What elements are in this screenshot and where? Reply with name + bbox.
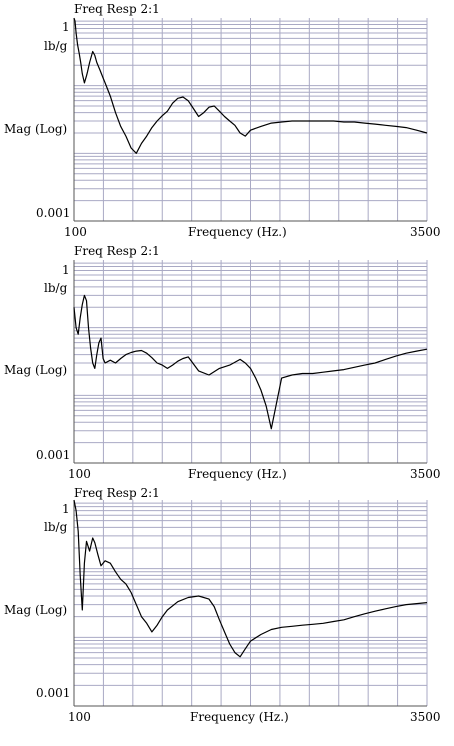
x-axis-label: Frequency (Hz.) <box>188 467 287 481</box>
y-top-tick-label: 1 <box>62 502 70 516</box>
x-max-tick-label: 3500 <box>410 225 441 239</box>
x-min-tick-label: 100 <box>68 710 91 724</box>
chart-plot <box>73 17 428 222</box>
chart-panel-2: Freq Resp 2:1 1 lb/g Mag (Log) 0.001 100… <box>0 244 454 488</box>
x-max-tick-label: 3500 <box>410 710 441 724</box>
chart-title: Freq Resp 2:1 <box>74 244 160 258</box>
y-unit-label: lb/g <box>44 281 68 295</box>
x-axis-label: Frequency (Hz.) <box>190 710 289 724</box>
chart-panel-3: Freq Resp 2:1 1 lb/g Mag (Log) 0.001 100… <box>0 486 454 746</box>
series-line-1 <box>73 499 428 658</box>
chart-plot <box>73 260 428 464</box>
x-min-tick-label: 100 <box>68 467 91 481</box>
y-unit-label: lb/g <box>44 39 68 53</box>
grid <box>73 260 428 464</box>
y-axis-label: Mag (Log) <box>4 363 68 377</box>
chart-panel-1: Freq Resp 2:1 1 lb/g Mag (Log) 0.001 100… <box>0 0 454 244</box>
chart-title: Freq Resp 2:1 <box>74 486 160 500</box>
y-axis-label: Mag (Log) <box>4 122 68 136</box>
grid <box>73 500 428 707</box>
x-max-tick-label: 3500 <box>410 467 441 481</box>
y-top-tick-label: 1 <box>62 263 70 277</box>
grid <box>73 18 428 222</box>
y-top-tick-label: 1 <box>62 20 70 34</box>
y-bottom-tick-label: 0.001 <box>36 206 71 220</box>
series-line-1 <box>73 294 428 430</box>
chart-title: Freq Resp 2:1 <box>74 2 160 16</box>
y-axis-label: Mag (Log) <box>4 603 68 617</box>
series-line-1 <box>73 17 428 154</box>
x-axis-label: Frequency (Hz.) <box>188 225 287 239</box>
x-min-tick-label: 100 <box>64 225 87 239</box>
chart-plot <box>73 499 428 707</box>
y-bottom-tick-label: 0.001 <box>36 686 71 700</box>
y-bottom-tick-label: 0.001 <box>36 448 71 462</box>
y-unit-label: lb/g <box>44 520 68 534</box>
